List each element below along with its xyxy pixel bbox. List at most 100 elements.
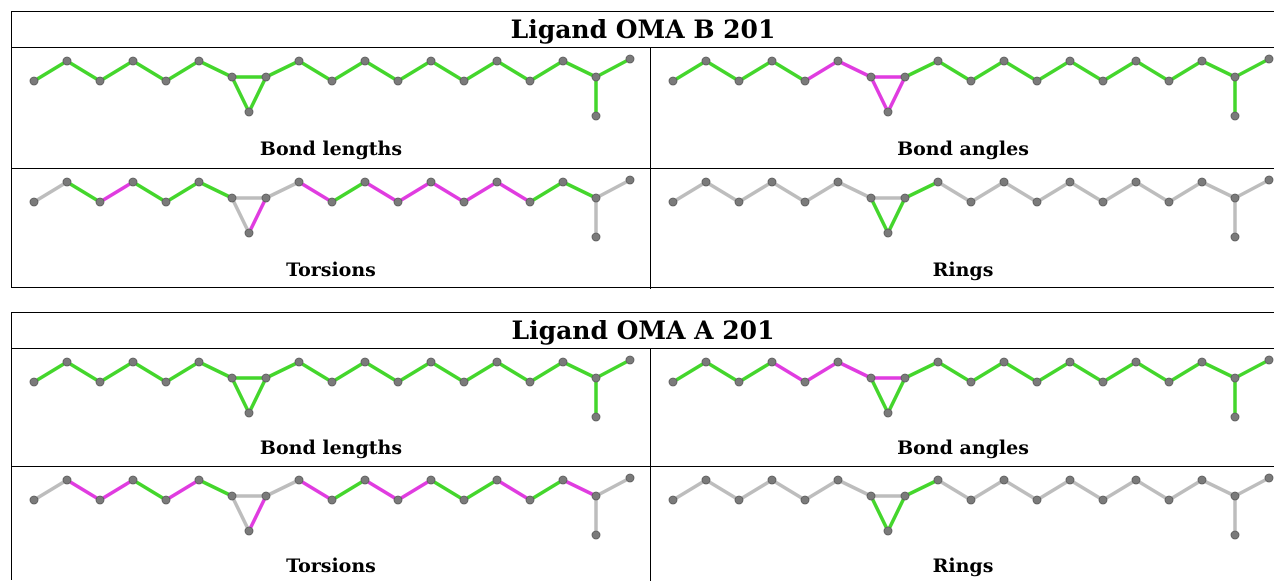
atom	[244, 228, 254, 238]
bond	[32, 478, 69, 502]
molecule-diagram	[668, 54, 1274, 121]
atom	[194, 475, 204, 485]
molecule-diagram	[29, 473, 635, 540]
bond	[65, 478, 102, 502]
atom	[261, 373, 271, 383]
bond	[65, 180, 102, 204]
atom	[933, 56, 943, 66]
atom	[833, 56, 843, 66]
bond	[1134, 478, 1171, 502]
bond	[1200, 360, 1237, 380]
bond	[704, 180, 741, 204]
atom	[62, 177, 72, 187]
bond	[462, 59, 499, 83]
atom	[833, 357, 843, 367]
atom	[360, 475, 370, 485]
bond	[1068, 360, 1105, 384]
atom	[1032, 76, 1042, 86]
atom	[668, 197, 678, 207]
bond	[65, 360, 102, 384]
atom	[227, 193, 237, 203]
atom	[95, 377, 105, 387]
atom	[900, 491, 910, 501]
bond	[1068, 180, 1105, 204]
atom	[767, 56, 777, 66]
bond	[803, 180, 840, 204]
bond	[886, 494, 907, 533]
atom	[128, 177, 138, 187]
atom	[734, 377, 744, 387]
bond	[98, 180, 135, 204]
atom	[591, 412, 601, 422]
atom	[492, 475, 502, 485]
atom	[767, 177, 777, 187]
bond	[528, 59, 565, 83]
bond	[803, 360, 840, 384]
atom	[966, 495, 976, 505]
atom	[1131, 56, 1141, 66]
bond	[1233, 476, 1271, 498]
atom	[95, 495, 105, 505]
bond	[264, 180, 301, 200]
atom	[591, 72, 601, 82]
bond	[363, 59, 400, 83]
atom	[426, 357, 436, 367]
bond	[886, 75, 907, 114]
atom	[244, 526, 254, 536]
bond	[164, 478, 201, 502]
atom	[1065, 475, 1075, 485]
atom	[800, 76, 810, 86]
atom	[62, 357, 72, 367]
atom	[1032, 495, 1042, 505]
bond	[1134, 360, 1171, 384]
bond	[495, 59, 532, 83]
panel-rings: Rings	[651, 467, 1274, 581]
atom	[459, 197, 469, 207]
molecule-diagram	[29, 175, 635, 242]
atom	[29, 377, 39, 387]
bond	[1002, 180, 1039, 204]
atom	[294, 475, 304, 485]
bond	[737, 59, 774, 83]
atom	[1230, 373, 1240, 383]
atom	[866, 373, 876, 383]
bond	[869, 494, 890, 533]
atom	[701, 56, 711, 66]
panel-torsions: Torsions	[12, 169, 650, 289]
atom	[244, 408, 254, 418]
atom	[194, 357, 204, 367]
atom	[999, 56, 1009, 66]
bond	[936, 59, 973, 83]
atom	[800, 377, 810, 387]
atom	[29, 495, 39, 505]
atom	[492, 357, 502, 367]
bond	[1200, 180, 1237, 200]
atom	[767, 357, 777, 367]
atom	[558, 475, 568, 485]
panel-caption: Bond angles	[897, 437, 1029, 459]
bond	[396, 180, 433, 204]
atom	[1230, 412, 1240, 422]
atom	[1197, 357, 1207, 367]
atom	[327, 197, 337, 207]
bond	[297, 360, 334, 384]
atom	[883, 408, 893, 418]
bond	[1002, 59, 1039, 83]
bond	[247, 494, 268, 533]
atom	[1164, 495, 1174, 505]
atom	[294, 177, 304, 187]
bond	[396, 59, 433, 83]
bond	[264, 59, 301, 79]
ligand-title: Ligand OMA B 201	[12, 12, 1274, 48]
bond	[230, 196, 251, 235]
bond	[836, 180, 873, 200]
atom	[525, 76, 535, 86]
atom	[525, 377, 535, 387]
bond	[363, 360, 400, 384]
atom	[933, 177, 943, 187]
bond	[969, 59, 1006, 83]
atom	[933, 475, 943, 485]
atom	[426, 475, 436, 485]
bond	[903, 360, 940, 380]
bond	[561, 59, 598, 79]
